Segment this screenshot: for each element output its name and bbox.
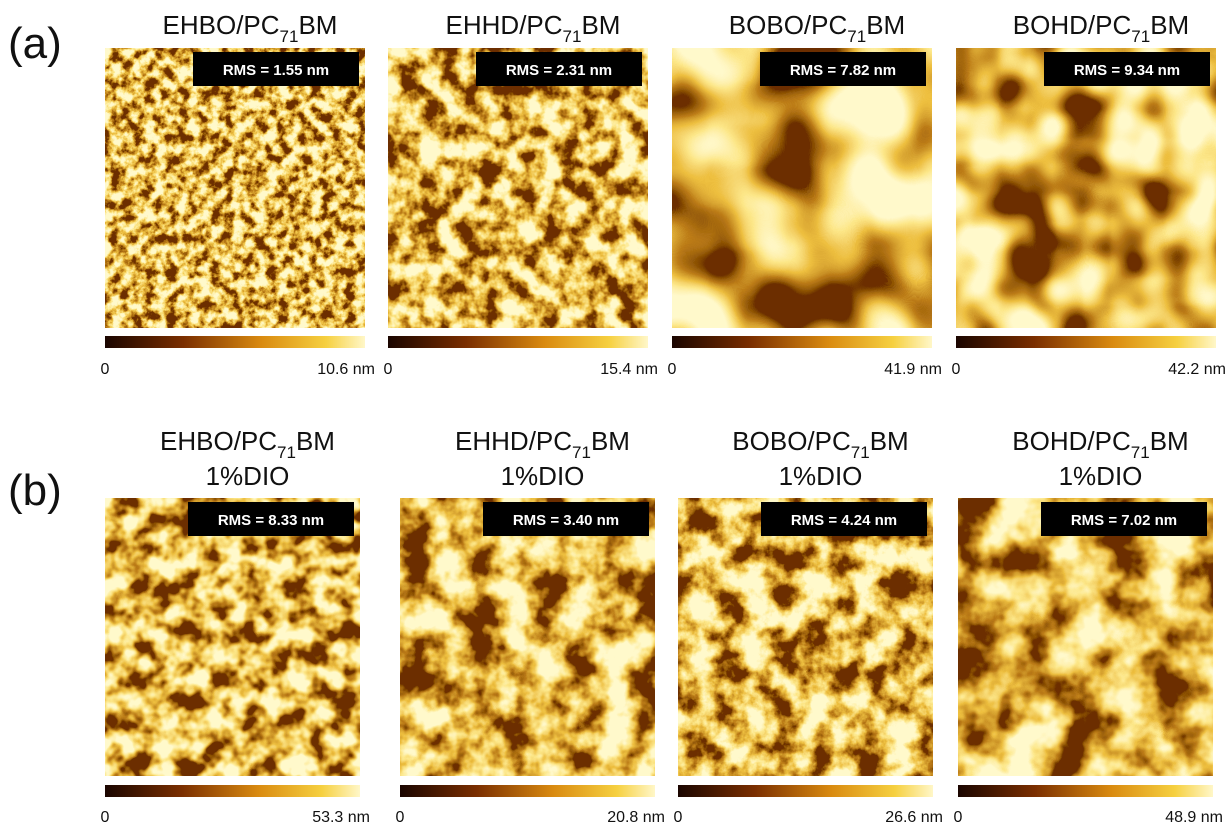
panel-label: (b)	[8, 466, 62, 515]
title-subscript: 71	[847, 27, 866, 46]
afm-image	[672, 48, 932, 328]
title-end: BM	[1150, 10, 1189, 40]
title-end: BM	[296, 426, 335, 456]
color-bar	[400, 785, 655, 797]
scale-max: 10.6 nm	[317, 361, 375, 378]
title-main: EHHD/PC	[446, 10, 563, 40]
panel-additive: 1%DIO	[501, 461, 585, 491]
title-end: BM	[591, 426, 630, 456]
color-bar	[678, 785, 933, 797]
rms-label: RMS = 2.31 nm	[506, 62, 612, 79]
color-bar	[388, 336, 648, 348]
title-end: BM	[298, 10, 337, 40]
panel-title: BOHD/PC71BM	[1012, 426, 1188, 462]
color-bar	[956, 336, 1216, 348]
afm-image	[956, 48, 1216, 328]
scale-min: 0	[954, 809, 963, 826]
afm-image	[105, 498, 360, 776]
title-subscript: 71	[851, 443, 870, 462]
color-bar	[105, 336, 365, 348]
title-main: EHBO/PC	[160, 426, 277, 456]
panel-title: BOBO/PC71BM	[732, 426, 908, 462]
figure: (a) (b) EHBO/PC71BMRMS = 1.55 nm010.6 nm…	[0, 0, 1231, 828]
rms-label: RMS = 9.34 nm	[1074, 62, 1180, 79]
panel-additive: 1%DIO	[779, 461, 863, 491]
afm-image	[105, 48, 365, 328]
panel-label: (a)	[8, 19, 62, 68]
scale-min: 0	[674, 809, 683, 826]
title-subscript: 71	[277, 443, 296, 462]
rms-label: RMS = 1.55 nm	[223, 62, 329, 79]
panel-title: EHHD/PC71BM	[455, 426, 630, 462]
title-main: BOHD/PC	[1012, 426, 1130, 456]
rms-label: RMS = 7.82 nm	[790, 62, 896, 79]
scale-max: 41.9 nm	[884, 361, 942, 378]
scale-max: 20.8 nm	[607, 809, 665, 826]
panel-title: BOBO/PC71BM	[729, 10, 905, 46]
afm-image	[678, 498, 933, 776]
title-end: BM	[866, 10, 905, 40]
panel-title: EHHD/PC71BM	[446, 10, 621, 46]
title-main: EHBO/PC	[163, 10, 280, 40]
title-end: BM	[1150, 426, 1189, 456]
rms-label: RMS = 8.33 nm	[218, 512, 324, 529]
scale-max: 15.4 nm	[600, 361, 658, 378]
title-subscript: 71	[572, 443, 591, 462]
scale-min: 0	[101, 361, 110, 378]
afm-image	[958, 498, 1213, 776]
rms-label: RMS = 4.24 nm	[791, 512, 897, 529]
title-subscript: 71	[1131, 443, 1150, 462]
panel-title: EHBO/PC71BM	[160, 426, 335, 462]
color-bar	[105, 785, 360, 797]
rms-label: RMS = 7.02 nm	[1071, 512, 1177, 529]
scale-min: 0	[396, 809, 405, 826]
title-main: BOBO/PC	[732, 426, 850, 456]
title-end: BM	[870, 426, 909, 456]
scale-max: 26.6 nm	[885, 809, 943, 826]
afm-image	[388, 48, 648, 328]
panel-additive: 1%DIO	[206, 461, 290, 491]
panel-title: EHBO/PC71BM	[163, 10, 338, 46]
afm-image	[400, 498, 655, 776]
scale-max: 53.3 nm	[312, 809, 370, 826]
title-main: BOBO/PC	[729, 10, 847, 40]
title-main: BOHD/PC	[1013, 10, 1131, 40]
scale-min: 0	[101, 809, 110, 826]
title-end: BM	[581, 10, 620, 40]
panel-title: BOHD/PC71BM	[1013, 10, 1189, 46]
title-subscript: 71	[280, 27, 299, 46]
title-subscript: 71	[1131, 27, 1150, 46]
title-subscript: 71	[563, 27, 582, 46]
scale-min: 0	[384, 361, 393, 378]
rms-label: RMS = 3.40 nm	[513, 512, 619, 529]
scale-min: 0	[668, 361, 677, 378]
scale-max: 48.9 nm	[1165, 809, 1223, 826]
title-main: EHHD/PC	[455, 426, 572, 456]
scale-min: 0	[952, 361, 961, 378]
panel-additive: 1%DIO	[1059, 461, 1143, 491]
scale-max: 42.2 nm	[1168, 361, 1226, 378]
color-bar	[958, 785, 1213, 797]
color-bar	[672, 336, 932, 348]
